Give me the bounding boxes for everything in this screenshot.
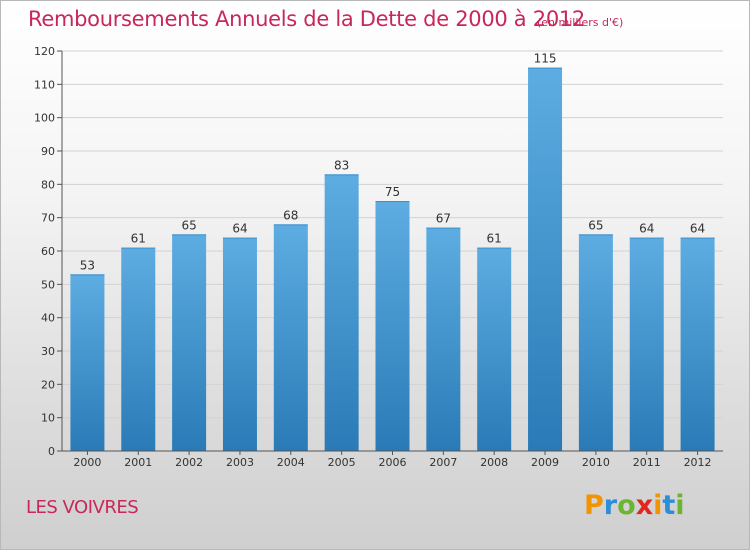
chart-subtitle: (en milliers d'€) [537,16,624,29]
data-label: 115 [534,52,557,66]
y-tick-label: 0 [48,445,55,458]
data-label: 68 [283,208,298,222]
x-tick-label: 2011 [633,456,661,469]
y-tick-label: 20 [41,378,55,391]
logo-letter: x [635,490,654,521]
bar-2002 [172,234,207,451]
bar-2003 [222,237,257,451]
x-tick-label: 2007 [429,456,457,469]
bar-2008 [477,247,512,451]
data-label: 67 [436,212,451,226]
bar-2001 [121,247,156,451]
y-tick-label: 120 [34,45,55,58]
x-tick-label: 2005 [328,456,356,469]
bar-2012 [680,237,715,451]
bar-2006 [375,201,410,451]
bars: 53 61 65 64 68 83 75 67 61 115 65 64 64 [70,52,715,452]
y-tick-label: 110 [34,78,55,91]
logo-letter: t [662,490,676,521]
x-tick-label: 2002 [175,456,203,469]
x-tick-label: 2006 [379,456,407,469]
y-tick-label: 70 [41,212,55,225]
town-name: LES VOIVRES [26,497,139,518]
logo-letter: i [675,490,685,521]
bar-2000 [70,274,105,451]
x-tick-label: 2009 [531,456,559,469]
x-tick-label: 2008 [480,456,508,469]
logo-letter: o [617,490,636,521]
y-tick-label: 40 [41,312,55,325]
y-tick-label: 90 [41,145,55,158]
y-tick-label: 60 [41,245,55,258]
x-tick-label: 2000 [73,456,101,469]
y-tick-label: 100 [34,112,55,125]
chart-title: Remboursements Annuels de la Dette de 20… [28,7,585,31]
y-tick-label: 30 [41,345,55,358]
bar-2005 [324,174,359,452]
y-tick-label: 50 [41,278,55,291]
x-tick-label: 2001 [124,456,152,469]
x-tick-label: 2003 [226,456,254,469]
bar-2010 [578,234,613,451]
y-tick-label: 80 [41,178,55,191]
x-tick-label: 2010 [582,456,610,469]
data-label: 64 [232,222,247,236]
data-label: 75 [385,185,400,199]
data-label: 83 [334,158,349,172]
data-label: 61 [487,232,502,246]
axes: 0 10 20 30 40 50 60 70 80 90 100 110 120 2000 2001 2002… [34,45,723,469]
data-label: 64 [639,222,654,236]
bar-2007 [426,227,461,451]
logo-letter: P [584,490,604,521]
bar-2004 [273,224,308,451]
bar-2009 [528,67,563,452]
data-label: 53 [80,258,95,272]
logo-letter: r [603,490,618,521]
data-label: 65 [181,218,196,232]
logo-letter: i [653,490,663,521]
data-label: 64 [690,222,705,236]
x-tick-label: 2004 [277,456,305,469]
data-label: 65 [588,218,603,232]
y-tick-label: 10 [41,412,55,425]
bar-2011 [629,237,664,451]
x-tick-label: 2012 [684,456,712,469]
proxiti-logo[interactable]: Proxiti [584,490,685,521]
data-label: 61 [131,232,146,246]
